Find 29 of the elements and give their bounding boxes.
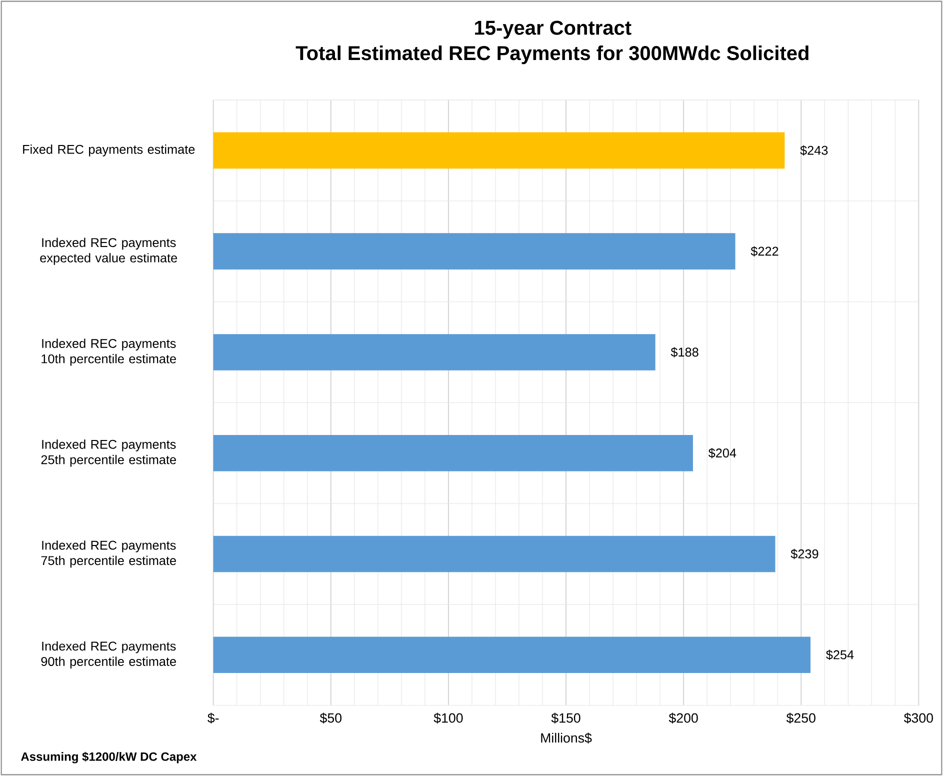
x-tick-label: $100 (434, 712, 463, 724)
x-tick-label: $50 (320, 712, 342, 724)
data-label: $243 (800, 145, 828, 156)
data-label: $254 (826, 650, 854, 660)
y-tick-label: Indexed REC payments 25th percentile estimate (41, 440, 176, 467)
bar (213, 334, 656, 370)
y-tick-label: Indexed REC payments 90th percentile estimate (41, 641, 176, 668)
x-tick-label: $200 (668, 712, 698, 724)
bar (213, 636, 811, 674)
data-label: $222 (750, 246, 778, 256)
bar (213, 434, 693, 472)
data-label: $204 (708, 448, 736, 458)
chart-title: 15-year Contract (475, 20, 632, 39)
x-tick-label: $250 (786, 712, 816, 724)
bar (213, 233, 736, 270)
x-tick-label: $- (208, 712, 219, 724)
x-tick-label: $150 (551, 712, 580, 724)
chart-subtitle: Total Estimated REC Payments for 300MWdc Solicited (296, 46, 808, 64)
x-tick-label: $300 (904, 712, 933, 724)
data-label: $188 (670, 347, 698, 358)
text: Assuming $1200/kW DC Capex (21, 752, 197, 764)
y-tick-label: Fixed REC payments estimate (23, 144, 195, 156)
y-tick-label: Indexed REC payments 10th percentile estimate (42, 338, 176, 366)
y-tick-label: Indexed REC payments 75th percentile estimate (41, 540, 176, 568)
y-tick-label: Indexed REC payments expected value estimate (40, 238, 178, 265)
x-axis-title: Millions$ (541, 732, 592, 744)
data-label: $239 (790, 548, 818, 560)
bar (213, 536, 776, 572)
bar (213, 132, 785, 169)
